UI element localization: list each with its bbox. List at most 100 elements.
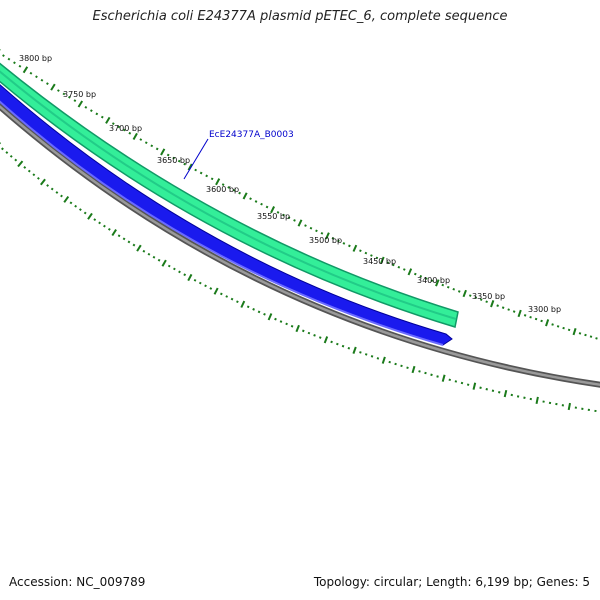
outer-ring-tick [413,272,417,276]
inner-ring-tick [5,151,9,154]
gene-label[interactable]: EcE24377A_B0003 [209,130,294,140]
outer-ring-tick [117,125,121,129]
outer-ring-tick [40,78,44,82]
outer-ring-tick [77,100,84,108]
outer-ring-tick [331,237,335,240]
inner-ring-tick [136,244,142,252]
outer-ring-tick [260,202,263,206]
outer-ring-tick [348,244,351,248]
outer-ring-tick [452,288,456,291]
outer-ring-tick [105,116,111,124]
outer-ring-tick [441,283,445,287]
outer-ring-tick [545,319,550,327]
outer-ring-tick [479,298,483,301]
inner-ring-tick [323,336,329,344]
inner-ring-tick [503,389,508,398]
outer-ring-tick [397,265,401,269]
outer-ring-tick [57,89,60,92]
outer-ring-tick [523,314,527,317]
outer-ring-tick [270,206,275,214]
outer-ring-tick [238,191,241,195]
outer-ring-tick [35,75,38,79]
inner-ring-tick [376,357,380,360]
outer-ring-tick [205,174,208,178]
inner-ring-tick [23,166,27,169]
outer-ring-tick [386,261,390,264]
inner-ring-tick [83,211,87,215]
outer-ring-tick [265,205,269,209]
outer-ring-tick [595,337,598,340]
inner-ring-tick [17,160,24,168]
tick-label-3750: 3750 bp [63,90,96,99]
accession-label: Accession: NC_009789 [9,575,146,589]
outer-ring-tick [282,213,285,217]
gene-feature-EcE24377A_B0003[interactable] [0,62,459,328]
outer-ring-tick [457,290,461,293]
outer-ring-tick [177,159,181,163]
inner-ring-tick [466,383,470,386]
outer-ring-tick [578,332,582,335]
inner-ring-tick [50,187,54,191]
outer-ring-tick [392,263,395,267]
tick-label-3800: 3800 bp [19,54,52,63]
outer-ring-tick [589,335,593,338]
outer-ring-tick [567,328,571,332]
inner-ring-tick [37,176,40,180]
outer-ring-tick [584,333,587,337]
inner-ring-tick [236,300,239,304]
inner-ring-tick [336,342,339,346]
inner-ring-tick [295,324,300,333]
inner-ring-tick [472,382,477,390]
outer-ring-tick [352,244,358,252]
outer-ring-tick [359,249,362,253]
outer-ring-tick [512,310,516,313]
outer-ring-tick [100,115,104,119]
inner-ring-tick [167,264,171,268]
inner-ring-tick [27,169,31,173]
outer-ring-tick [496,304,499,307]
outer-ring-tick [315,229,318,233]
outer-ring-tick [194,168,197,172]
topology-summary: Topology: circular; Length: 6,199 bp; Ge… [313,575,590,589]
inner-ring-tick [290,324,294,328]
inner-ring-tick [424,371,427,375]
inner-ring-tick [240,300,246,308]
inner-ring-tick [178,270,181,274]
outer-ring-tick [424,277,428,280]
inner-ring-tick [69,201,73,205]
inner-ring-tick [111,229,117,237]
inner-ring-tick [1,147,4,151]
tick-label-3600: 3600 bp [206,185,239,194]
outer-ring-tick [139,138,143,141]
inner-ring-tick [436,375,439,378]
inner-ring-tick [535,396,539,404]
inner-ring-tick [430,373,433,377]
outer-ring-tick [89,109,93,113]
outer-ring-tick [2,54,5,57]
inner-ring-tick [330,340,333,344]
outer-ring-tick [276,211,280,214]
outer-ring-tick [287,216,291,220]
inner-ring-tick [157,258,161,262]
inner-ring-tick [454,380,458,383]
outer-ring-tick [227,186,230,189]
backbone-ring-highlight [0,105,600,386]
outer-ring-tick [430,279,434,283]
outer-ring-tick [199,171,203,175]
inner-ring-tick [460,381,464,385]
outer-ring-tick [474,296,478,299]
outer-ring-tick [501,306,505,309]
inner-ring-tick [60,194,63,198]
inner-ring-tick [252,308,255,311]
inner-ring-tick [55,191,59,194]
outer-ring-tick [215,178,221,186]
outer-ring-tick [29,71,33,75]
outer-ring-tick [572,327,577,336]
inner-ring-tick [213,287,219,295]
outer-ring-tick [68,95,71,99]
inner-ring-tick [246,305,250,309]
outer-ring-tick [309,226,313,230]
outer-ring-tick [95,112,99,116]
inner-tick-ring [0,142,597,413]
